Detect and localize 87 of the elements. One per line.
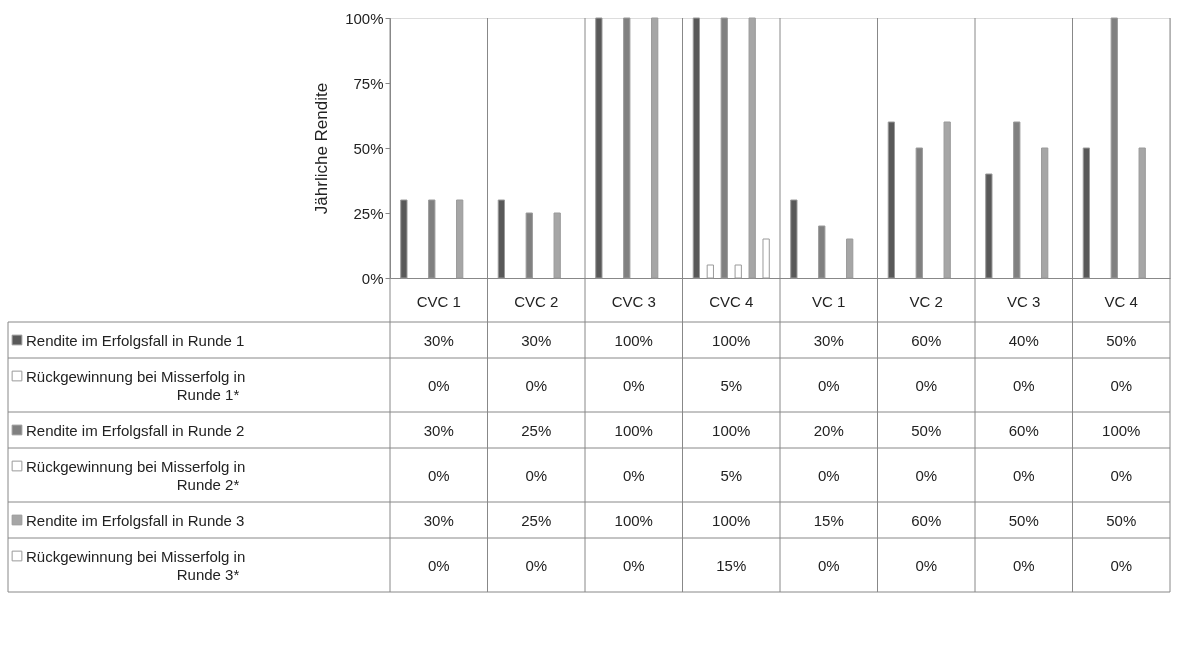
data-label: 0% [817,377,840,394]
x-tick-label: VC 2 [909,293,943,310]
data-label: 0% [915,377,938,394]
y-tick-label: 100% [345,9,384,27]
data-label: 0% [1012,377,1035,394]
data-label: 0% [1012,557,1035,574]
data-label: 0% [622,377,645,394]
data-label: 0% [525,377,548,394]
data-label: 100% [712,422,751,439]
data-label: 0% [525,557,548,574]
data-label: 0% [915,467,938,484]
data-label: 0% [1110,377,1133,394]
data-label: 60% [911,332,942,349]
legend-label: Rückgewinnung bei Misserfolg in Runde 3* [26,548,246,583]
legend-label: Rendite im Erfolgsfall in Runde 1 [26,332,245,349]
data-label: 0% [817,557,840,574]
bar [734,264,742,279]
y-tick-label: 0% [361,269,384,287]
x-tick-label: CVC 4 [709,293,754,310]
data-label: 0% [1012,467,1035,484]
data-label: 40% [1008,332,1039,349]
legend-label: Rückgewinnung bei Misserfolg in Runde 2* [26,458,246,493]
data-label: 0% [915,557,938,574]
bar [497,199,505,279]
data-label: 100% [1102,422,1141,439]
bar [400,199,408,279]
data-label: 30% [521,332,552,349]
data-label: 0% [1110,557,1133,574]
data-label: 50% [1106,512,1137,529]
data-label: 5% [720,377,743,394]
data-label: 50% [1008,512,1039,529]
y-tick-label: 50% [353,139,384,157]
bar [1082,147,1090,279]
data-label: 0% [622,467,645,484]
y-axis-title: Jährliche Rendite [312,82,332,215]
bar [748,17,756,279]
bar [651,17,659,279]
legend-label: Rückgewinnung bei Misserfolg in Runde 1* [26,368,246,403]
data-label: 30% [423,512,454,529]
data-label: 25% [521,512,552,529]
x-tick-label: CVC 3 [611,293,656,310]
data-label: 0% [525,467,548,484]
data-label: 0% [622,557,645,574]
bar [985,173,993,279]
data-label: 15% [716,557,747,574]
bar [887,121,895,279]
data-label: 0% [427,467,450,484]
data-label: 50% [911,422,942,439]
bar [692,17,700,279]
data-label: 25% [521,422,552,439]
x-tick-label: VC 4 [1104,293,1138,310]
data-label: 0% [1110,467,1133,484]
bar [595,17,603,279]
data-label: 30% [813,332,844,349]
bar [456,199,464,279]
bar [790,199,798,279]
legend-label: Rendite im Erfolgsfall in Runde 2 [26,422,245,439]
data-label: 100% [712,512,751,529]
data-label: 100% [614,332,653,349]
bar [553,212,561,279]
data-label: 20% [813,422,844,439]
bar [1138,147,1146,279]
bar [943,121,951,279]
y-tick-label: 75% [353,74,384,92]
data-label: 60% [911,512,942,529]
data-label: 0% [817,467,840,484]
bar [846,238,854,279]
data-label: 0% [427,557,450,574]
x-tick-label: CVC 1 [416,293,461,310]
data-label: 60% [1008,422,1039,439]
data-label: 100% [614,422,653,439]
bar [706,264,714,279]
bar [762,238,770,279]
data-label: 30% [423,422,454,439]
data-label: 30% [423,332,454,349]
legend-label: Rendite im Erfolgsfall in Runde 3 [26,512,245,529]
x-tick-label: VC 1 [812,293,846,310]
x-tick-label: VC 3 [1007,293,1041,310]
data-label: 0% [427,377,450,394]
x-tick-label: CVC 2 [514,293,559,310]
y-tick-label: 25% [353,204,384,222]
data-label: 15% [813,512,844,529]
data-label: 5% [720,467,743,484]
bar [1041,147,1049,279]
data-label: 50% [1106,332,1137,349]
data-label: 100% [712,332,751,349]
data-label: 100% [614,512,653,529]
